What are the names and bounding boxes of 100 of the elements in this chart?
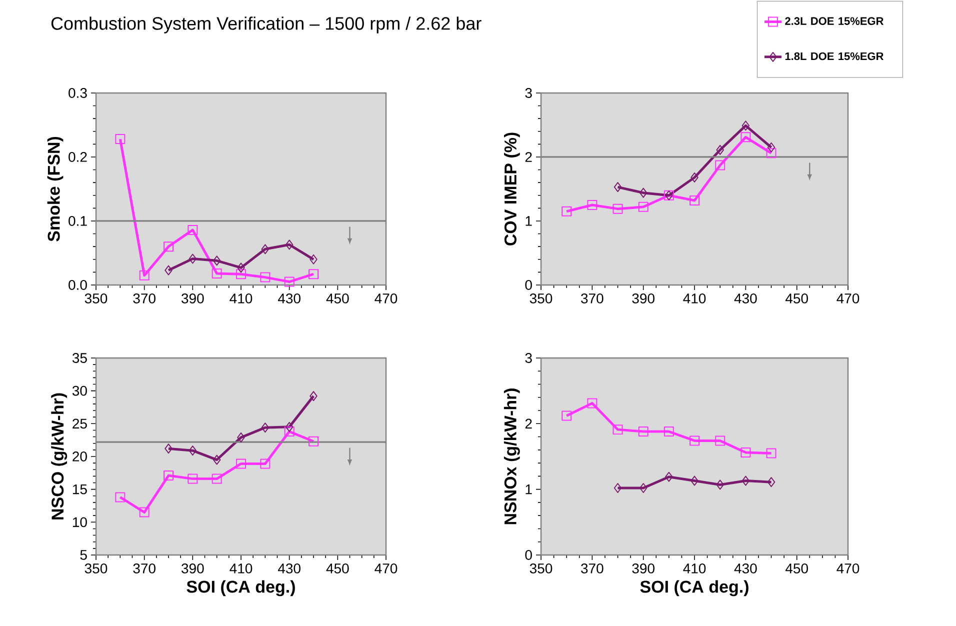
point: [715, 436, 726, 446]
y-tick-label: 2: [525, 152, 532, 162]
x-tick-label: 370: [581, 293, 604, 304]
y-tick-label: 0.0: [68, 280, 87, 290]
point: [188, 446, 197, 456]
point: [639, 188, 648, 198]
point: [742, 476, 750, 486]
point: [188, 224, 198, 235]
point: [310, 254, 318, 264]
y-tick-label: 0: [525, 550, 532, 560]
point: [742, 120, 750, 131]
point: [562, 206, 572, 216]
point: [767, 477, 776, 488]
point: [284, 426, 294, 437]
y-tick-label: 0: [525, 280, 532, 290]
point: [237, 432, 245, 442]
point: [639, 483, 648, 494]
x-axis-title: SOI (CA deg.): [640, 580, 748, 596]
x-tick-label: 390: [632, 293, 654, 304]
x-tick-label: 470: [836, 293, 860, 304]
point: [260, 272, 270, 282]
x-tick-label: 470: [374, 293, 398, 304]
point: [284, 276, 294, 287]
point: [766, 148, 776, 158]
point: [212, 256, 221, 266]
point: [164, 470, 174, 481]
point: [716, 480, 724, 490]
point: [690, 196, 700, 206]
point: [115, 134, 126, 144]
x-tick-label: 430: [734, 293, 757, 304]
legend-label: 2.3L DOE 15%EGR: [785, 17, 884, 25]
point: [308, 436, 319, 446]
y-tick-label: 20: [72, 452, 87, 462]
y-axis-title: COV IMEP (%): [504, 132, 520, 246]
point: [310, 391, 318, 402]
x-tick-label: 350: [84, 564, 108, 574]
point: [638, 426, 648, 437]
point: [308, 269, 319, 280]
y-tick-label: 25: [72, 418, 87, 429]
x-tick-label: 450: [785, 564, 808, 574]
point: [212, 268, 222, 278]
point: [139, 270, 150, 280]
point: [285, 240, 294, 250]
point: [767, 142, 776, 152]
x-tick-label: 430: [278, 564, 300, 574]
point: [236, 458, 246, 469]
point: [690, 436, 700, 446]
x-tick-label: 370: [133, 293, 156, 304]
point: [212, 474, 222, 484]
point: [139, 507, 150, 518]
y-tick-label: 3: [525, 353, 532, 363]
point: [740, 448, 751, 458]
x-tick-label: 390: [632, 564, 654, 574]
point: [164, 265, 172, 276]
point: [664, 426, 674, 437]
y-tick-label: 15: [72, 484, 87, 494]
point: [261, 244, 270, 254]
x-tick-label: 410: [230, 293, 252, 304]
point: [665, 472, 673, 482]
x-tick-label: 470: [374, 564, 398, 574]
legend-label: 1.8L DOE 15%EGR: [785, 52, 884, 60]
x-tick-label: 350: [530, 564, 552, 574]
point: [115, 492, 126, 502]
y-tick-label: 10: [72, 517, 87, 528]
y-tick-label: 1: [526, 484, 532, 494]
x-tick-label: 430: [734, 564, 757, 574]
point: [261, 422, 270, 433]
y-axis-title: Smoke (FSN): [47, 136, 64, 242]
x-axis-title: SOI (CA deg.): [186, 580, 295, 596]
chart-title: Combustion System Verification – 1500 rpm / 2.62 bar: [51, 16, 482, 34]
point: [587, 398, 598, 408]
y-tick-label: 30: [72, 386, 87, 396]
point: [164, 444, 172, 454]
point: [638, 202, 648, 212]
point: [766, 448, 776, 458]
x-tick-label: 390: [182, 293, 204, 304]
x-tick-label: 430: [278, 293, 300, 304]
y-tick-label: 2: [525, 418, 532, 429]
y-axis-title: NSNOx (g/kW-hr): [504, 388, 520, 524]
point: [690, 476, 698, 486]
y-tick-label: 0.3: [68, 88, 87, 98]
point: [285, 422, 294, 432]
point: [212, 454, 221, 465]
x-tick-label: 450: [326, 564, 349, 574]
point: [188, 474, 198, 484]
x-tick-label: 470: [836, 564, 860, 574]
point: [614, 483, 622, 494]
point: [614, 182, 622, 192]
y-tick-label: 35: [72, 353, 87, 363]
point: [715, 160, 726, 170]
point: [562, 410, 572, 421]
x-tick-label: 410: [683, 293, 706, 304]
point: [612, 204, 623, 214]
point: [237, 262, 245, 273]
x-tick-label: 370: [581, 564, 604, 574]
point: [587, 200, 598, 210]
y-tick-label: 5: [80, 550, 87, 560]
x-tick-label: 410: [230, 564, 252, 574]
x-tick-label: 350: [530, 293, 552, 304]
point: [188, 254, 197, 264]
